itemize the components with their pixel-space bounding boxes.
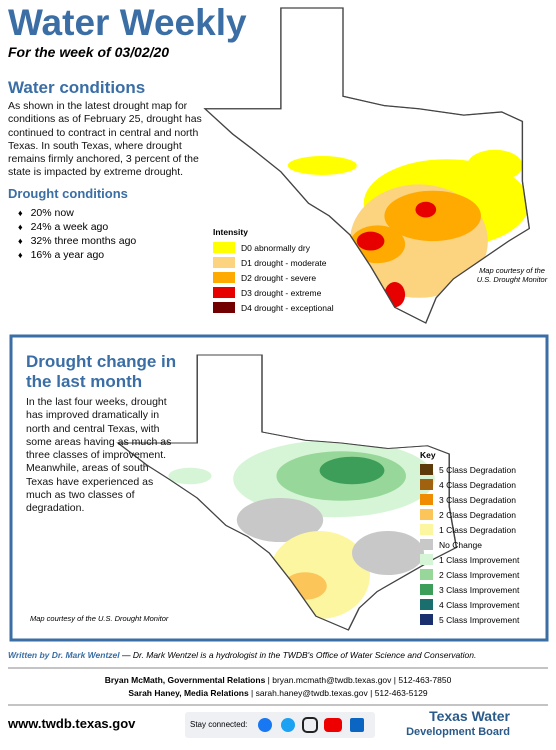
swatch [420,599,433,610]
paragraph: As shown in the latest drought map for c… [8,100,202,179]
contact-line: Sarah Haney, Media Relationssarah.haney@… [0,688,556,701]
legend-item: 3 Class Degradation [420,492,519,507]
title: Water Weekly [8,2,247,43]
legend-label: D3 drought - extreme [241,287,322,298]
legend-item: D4 drought - exceptional [213,300,334,315]
swatch [213,272,235,283]
swatch [213,242,235,253]
social-label: Stay connected: [190,720,248,729]
legend-label: 1 Class Degradation [439,524,517,535]
legend-item: 2 Class Degradation [420,507,519,522]
logo: Texas Water Development Board [400,708,510,740]
legend-label: 4 Class Degradation [439,479,517,490]
note: — Dr. Mark Wentzel is a hydrologist in t… [122,650,477,660]
contact-phone: 512-463-7850 [391,675,451,685]
legend-item: 4 Class Degradation [420,477,519,492]
legend-label: No Change [439,539,483,550]
swatch [420,584,433,595]
legend-title: Intensity [213,227,248,237]
legend-label: D2 drought - severe [241,272,317,283]
legend-item: 3 Class Improvement [420,582,519,597]
legend-label: 1 Class Improvement [439,554,520,565]
swatch [420,509,433,520]
credit: Map courtesy of the U.S. Drought Monitor [476,266,548,284]
legend-label: 5 Class Degradation [439,464,517,475]
linkedin-icon[interactable] [350,718,364,732]
bullet: 16% a year ago [18,248,136,262]
bullet: 24% a week ago [18,220,136,234]
contact-phone: 512-463-5129 [368,688,428,698]
contacts: Bryan McMath, Governmental Relationsbrya… [0,675,556,701]
legend-item: 5 Class Improvement [420,612,519,627]
legend-item: 2 Class Improvement [420,567,519,582]
url[interactable]: www.twdb.texas.gov [8,716,136,731]
byline: Written by Dr. Mark Wentzel — Dr. Mark W… [8,650,476,660]
legend-label: 3 Class Degradation [439,494,517,505]
legend-item: 5 Class Degradation [420,462,519,477]
legend-item: D3 drought - extreme [213,285,334,300]
legend: Key 5 Class Degradation 4 Class Degradatio… [420,450,519,627]
swatch [420,479,433,490]
legend-label: D0 abnormally dry [241,242,310,253]
legend: Intensity D0 abnormally dry D1 drought - m… [213,227,334,315]
legend-item: D0 abnormally dry [213,240,334,255]
twitter-icon[interactable] [281,718,295,732]
legend-label: 2 Class Improvement [439,569,520,580]
legend-title: Key [420,450,436,460]
logo-bottom: Development Board [406,726,510,738]
legend-item: 4 Class Improvement [420,597,519,612]
legend-label: D4 drought - exceptional [241,302,334,313]
legend-label: D1 drought - moderate [241,257,327,268]
paragraph: In the last four weeks, drought has impr… [26,396,172,515]
youtube-icon[interactable] [324,718,342,732]
section-box [9,334,549,642]
legend-label: 4 Class Improvement [439,599,520,610]
logo-top: Texas Water [429,708,510,724]
legend-item: 1 Class Improvement [420,552,519,567]
swatch [420,569,433,580]
bullet-list: 20% now24% a week ago32% three months ag… [18,206,137,262]
legend-item: D2 drought - severe [213,270,334,285]
author: Written by Dr. Mark Wentzel [8,650,120,660]
swatch [213,302,235,313]
contact-name: Sarah Haney, Media Relations [128,688,249,698]
swatch [213,257,235,268]
credit: Map courtesy of the U.S. Drought Monitor [30,614,169,623]
legend-item: 1 Class Degradation [420,522,519,537]
legend-item: D1 drought - moderate [213,255,334,270]
subtitle: For the week of 03/02/20 [8,44,170,60]
instagram-icon[interactable] [302,717,318,733]
legend-label: 3 Class Improvement [439,584,520,595]
heading: Drought change in the last month [26,352,177,391]
heading: Drought conditions [8,186,128,201]
facebook-icon[interactable] [258,718,272,732]
contact-email[interactable]: sarah.haney@twdb.texas.gov [249,688,368,698]
legend-label: 5 Class Improvement [439,614,520,625]
heading: Water conditions [8,78,146,97]
legend-item: No Change [420,537,519,552]
bullet: 32% three months ago [18,234,137,248]
swatch [420,539,433,550]
swatch [420,554,433,565]
swatch [420,464,433,475]
contact-name: Bryan McMath, Governmental Relations [104,675,266,685]
contact-email[interactable]: bryan.mcmath@twdb.texas.gov [265,675,391,685]
swatch [420,614,433,625]
swatch [420,494,433,505]
contact-line: Bryan McMath, Governmental Relationsbrya… [0,675,556,688]
swatch [213,287,235,298]
bullet: 20% now [18,206,136,220]
legend-label: 2 Class Degradation [439,509,517,520]
swatch [420,524,433,535]
